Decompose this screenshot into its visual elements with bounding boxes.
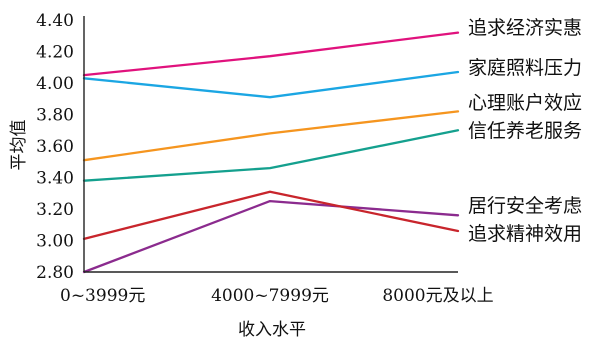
y-tick-label: 4.00 — [36, 74, 74, 94]
series-label-4: 信任养老服务 — [468, 120, 582, 142]
y-tick-label: 3.40 — [36, 169, 74, 189]
y-tick-label: 3.20 — [36, 200, 74, 220]
y-tick-label: 4.40 — [36, 11, 74, 31]
series-line-4 — [82, 129, 460, 182]
series-line-6 — [82, 190, 460, 241]
x-tick-label: 8000元及以上 — [382, 286, 493, 306]
x-axis-ticks: 0~3999元 4000~7999元 8000元及以上 — [60, 286, 494, 306]
series-line-3 — [82, 110, 460, 162]
series-label-6: 追求精神效用 — [468, 223, 582, 245]
y-tick-label: 4.20 — [36, 43, 74, 63]
x-axis-title: 收入水平 — [238, 320, 306, 340]
series-line-2 — [82, 70, 460, 99]
y-tick-label: 2.80 — [36, 263, 74, 283]
series-label-1: 追求经济实惠 — [468, 17, 582, 39]
series-line-5 — [82, 199, 460, 274]
series-label-5: 居行安全考虑 — [468, 195, 582, 217]
y-axis-ticks: 4.40 4.20 4.00 3.80 3.60 3.40 3.20 3.00 2.80 — [36, 11, 74, 283]
series-label-2: 家庭照料压力 — [468, 57, 582, 79]
series-label-3: 心理账户效应 — [468, 92, 582, 114]
y-tick-label: 3.60 — [36, 137, 74, 157]
series-line-1 — [82, 31, 460, 77]
series-lines — [82, 31, 460, 274]
x-tick-label: 0~3999元 — [60, 286, 145, 306]
y-axis-title: 平均值 — [9, 120, 29, 171]
x-tick-label: 4000~7999元 — [211, 286, 329, 306]
y-tick-label: 3.80 — [36, 106, 74, 126]
y-tick-label: 3.00 — [36, 232, 74, 252]
